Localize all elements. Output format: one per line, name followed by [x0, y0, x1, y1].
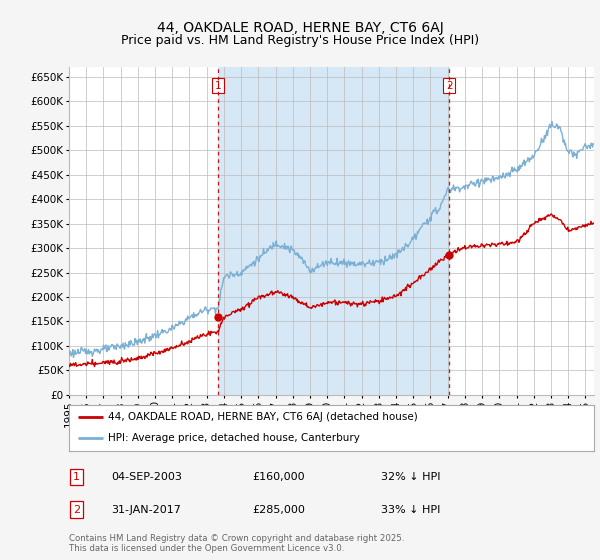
Text: Price paid vs. HM Land Registry's House Price Index (HPI): Price paid vs. HM Land Registry's House …: [121, 34, 479, 46]
Text: 1: 1: [73, 472, 80, 482]
Text: 44, OAKDALE ROAD, HERNE BAY, CT6 6AJ: 44, OAKDALE ROAD, HERNE BAY, CT6 6AJ: [157, 21, 443, 35]
Text: 44, OAKDALE ROAD, HERNE BAY, CT6 6AJ (detached house): 44, OAKDALE ROAD, HERNE BAY, CT6 6AJ (de…: [109, 412, 418, 422]
Bar: [218, 67, 449, 395]
Text: 04-SEP-2003: 04-SEP-2003: [111, 472, 182, 482]
Text: 2: 2: [446, 81, 452, 91]
Text: 2: 2: [73, 505, 80, 515]
Text: HPI: Average price, detached house, Canterbury: HPI: Average price, detached house, Cant…: [109, 433, 360, 444]
Text: £285,000: £285,000: [252, 505, 305, 515]
Text: 1: 1: [215, 81, 221, 91]
Text: £160,000: £160,000: [252, 472, 305, 482]
Text: 31-JAN-2017: 31-JAN-2017: [111, 505, 181, 515]
Text: Contains HM Land Registry data © Crown copyright and database right 2025.
This d: Contains HM Land Registry data © Crown c…: [69, 534, 404, 553]
Text: 33% ↓ HPI: 33% ↓ HPI: [381, 505, 440, 515]
Text: 32% ↓ HPI: 32% ↓ HPI: [381, 472, 440, 482]
